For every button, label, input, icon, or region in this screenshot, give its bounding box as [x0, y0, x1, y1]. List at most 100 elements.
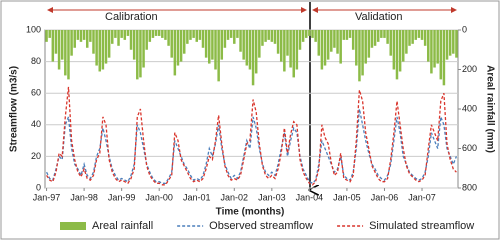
rainfall-bar	[189, 30, 192, 40]
rainfall-bar	[351, 30, 355, 50]
rainfall-bar	[442, 30, 446, 86]
y2-axis-label: Areal rainfall (mm)	[484, 65, 495, 153]
rainfall-bar	[333, 30, 336, 48]
rainfall-bar	[111, 30, 114, 44]
rainfall-bar	[326, 30, 330, 60]
rainfall-bar	[198, 30, 202, 40]
streamflow-line	[46, 86, 457, 186]
rainfall-bar	[204, 30, 208, 58]
y-tick-label: 0	[36, 182, 41, 192]
rainfall-bar	[364, 30, 367, 64]
rainfall-bar	[154, 30, 158, 36]
rainfall-bar	[208, 30, 211, 64]
rainfall-bar	[223, 30, 227, 48]
rainfall-bar	[405, 30, 408, 54]
rainfall-bar	[279, 30, 283, 62]
rainfall-bar	[308, 30, 311, 36]
x-tick-label: Jan-07	[408, 192, 436, 202]
y-tick-label: 80	[31, 56, 41, 66]
rainfall-bar	[120, 30, 123, 38]
legend-label: Areal rainfall	[92, 220, 153, 232]
rainfall-bar	[439, 30, 443, 80]
rainfall-bar	[370, 30, 374, 48]
rainfall-bar	[45, 30, 48, 42]
rainfall-bar	[95, 30, 98, 66]
rainfall-bar	[254, 30, 258, 74]
rainfall-bar	[298, 30, 302, 50]
x-tick-label: Jan-01	[183, 192, 211, 202]
rainfall-bar	[195, 30, 198, 42]
rainfall-bar	[164, 30, 167, 40]
rainfall-bar	[173, 30, 177, 76]
rainfall-bar	[373, 30, 377, 46]
rainfall-bar	[182, 30, 186, 54]
rainfall-bar	[64, 30, 67, 76]
rainfall-bar	[107, 30, 111, 58]
rainfall-bar	[73, 30, 76, 48]
rainfall-bar	[348, 30, 352, 38]
x-tick-label: Jan-98	[70, 192, 98, 202]
rainfall-bar	[233, 30, 236, 44]
rainfall-bar	[295, 30, 299, 70]
rainfall-bar	[92, 30, 95, 54]
rainfall-bar	[258, 30, 261, 58]
rainfall-bar	[355, 30, 358, 66]
rainfall-bar	[317, 30, 321, 56]
legend-swatch	[60, 222, 86, 230]
y-tick-label: 60	[31, 88, 41, 98]
rainfall-bar	[345, 30, 349, 40]
rainfall-bar	[273, 30, 277, 44]
rainfall-bar	[104, 30, 108, 64]
y-axis-label: Streamflow (m3/s)	[9, 66, 20, 152]
rainfall-bar	[129, 30, 133, 50]
rainfall-bar	[136, 30, 139, 80]
rainfall-bar	[452, 30, 455, 54]
rainfall-bar	[170, 30, 173, 58]
rainfall-bar	[283, 30, 286, 72]
y2-tick-label: 600	[462, 143, 477, 153]
rainfall-bar	[261, 30, 264, 46]
rainfall-bar	[336, 30, 339, 54]
rainfall-bar	[79, 30, 83, 42]
rainfall-bar	[151, 30, 155, 38]
rainfall-bar	[320, 30, 324, 70]
rainfall-bar	[386, 30, 389, 44]
rainfall-bar	[248, 30, 252, 70]
rainfall-bar	[98, 30, 102, 72]
rainfall-bar	[433, 30, 436, 68]
rainfall-bar	[236, 30, 239, 38]
x-tick-label: Jan-05	[333, 192, 361, 202]
rainfall-bar	[430, 30, 433, 74]
rainfall-bar	[85, 30, 89, 48]
x-tick-label: Jan-99	[108, 192, 136, 202]
streamflow-line	[46, 108, 458, 185]
rainfall-bar	[67, 30, 70, 80]
rainfall-bar	[305, 30, 308, 38]
rainfall-bar	[157, 30, 161, 36]
rainfall-bar	[217, 30, 220, 82]
rainfall-bar	[48, 30, 51, 38]
y2-tick-label: 800	[462, 182, 477, 192]
rainfall-bar	[229, 30, 233, 38]
x-tick-label: Jan-03	[258, 192, 286, 202]
rainfall-bar	[251, 30, 255, 86]
y-tick-label: 100	[26, 24, 41, 34]
rainfall-bar	[270, 30, 274, 42]
rainfall-bar	[139, 30, 142, 78]
rainfall-bar	[380, 30, 383, 38]
rainfall-bar	[423, 30, 427, 46]
rainfall-bar	[445, 30, 449, 60]
rainfall-bar	[123, 30, 127, 40]
rainfall-bar	[323, 30, 327, 66]
rainfall-bar	[414, 30, 418, 40]
rainfall-bar	[201, 30, 205, 48]
rainfall-bar	[276, 30, 280, 54]
rainfall-bar	[126, 30, 130, 36]
rainfall-bar	[186, 30, 189, 44]
annotation: Calibration	[105, 11, 158, 23]
rainfall-bar	[361, 30, 364, 76]
rainfall-bar	[60, 30, 64, 60]
legend-label: Simulated streamflow	[369, 220, 474, 232]
rainfall-bar	[314, 30, 317, 42]
